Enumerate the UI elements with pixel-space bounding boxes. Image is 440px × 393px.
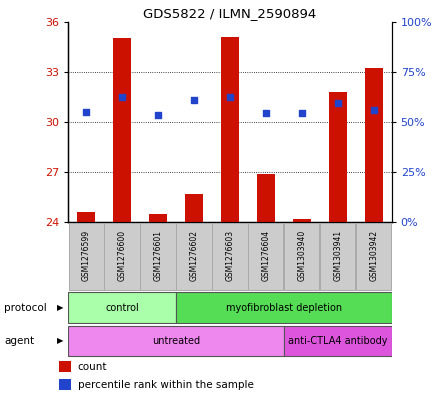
FancyBboxPatch shape	[284, 325, 392, 356]
FancyBboxPatch shape	[212, 223, 248, 290]
Point	[370, 107, 377, 113]
Point	[154, 112, 161, 118]
Text: GSM1276600: GSM1276600	[117, 230, 127, 281]
Text: myofibroblast depletion: myofibroblast depletion	[226, 303, 342, 312]
Point	[191, 97, 198, 103]
Bar	[293, 219, 311, 222]
Bar	[77, 212, 95, 222]
Text: percentile rank within the sample: percentile rank within the sample	[78, 380, 253, 389]
Bar	[59, 379, 71, 390]
FancyBboxPatch shape	[68, 292, 176, 323]
FancyBboxPatch shape	[69, 223, 104, 290]
Text: protocol: protocol	[4, 303, 47, 312]
FancyBboxPatch shape	[176, 223, 212, 290]
Point	[334, 100, 341, 107]
FancyBboxPatch shape	[140, 223, 176, 290]
Text: agent: agent	[4, 336, 34, 346]
Bar	[221, 37, 239, 222]
Text: count: count	[78, 362, 107, 372]
Point	[298, 110, 305, 117]
Bar	[365, 68, 383, 222]
Bar	[149, 214, 167, 222]
Bar	[59, 361, 71, 373]
Text: GSM1276604: GSM1276604	[261, 230, 270, 281]
Text: GSM1276601: GSM1276601	[154, 230, 162, 281]
Title: GDS5822 / ILMN_2590894: GDS5822 / ILMN_2590894	[143, 7, 316, 20]
FancyBboxPatch shape	[104, 223, 140, 290]
Bar	[329, 92, 347, 222]
Text: GSM1276602: GSM1276602	[190, 230, 198, 281]
Text: GSM1276603: GSM1276603	[225, 230, 235, 281]
Text: GSM1303942: GSM1303942	[369, 230, 378, 281]
Bar	[113, 38, 131, 222]
FancyBboxPatch shape	[356, 223, 391, 290]
FancyBboxPatch shape	[248, 223, 283, 290]
Text: ▶: ▶	[57, 336, 64, 345]
Text: GSM1303940: GSM1303940	[297, 230, 306, 281]
Bar	[185, 194, 203, 222]
Point	[119, 94, 126, 100]
Point	[262, 110, 269, 117]
Point	[227, 94, 234, 100]
Text: ▶: ▶	[57, 303, 64, 312]
Text: control: control	[105, 303, 139, 312]
Bar	[257, 174, 275, 222]
Text: GSM1276599: GSM1276599	[82, 230, 91, 281]
FancyBboxPatch shape	[284, 223, 319, 290]
Text: GSM1303941: GSM1303941	[333, 230, 342, 281]
FancyBboxPatch shape	[176, 292, 392, 323]
FancyBboxPatch shape	[68, 325, 284, 356]
FancyBboxPatch shape	[320, 223, 356, 290]
Text: untreated: untreated	[152, 336, 200, 346]
Text: anti-CTLA4 antibody: anti-CTLA4 antibody	[288, 336, 388, 346]
Point	[83, 108, 90, 115]
